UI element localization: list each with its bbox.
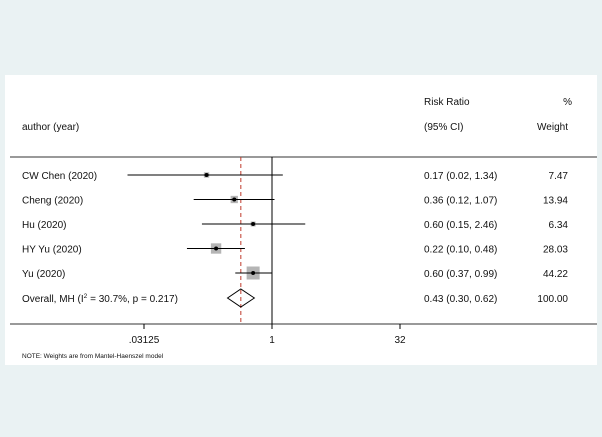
study-ci: 0.22 (0.10, 0.48): [424, 245, 497, 256]
header-weight-top: %: [563, 97, 572, 108]
study-label: CW Chen (2020): [22, 171, 97, 182]
study-label: Cheng (2020): [22, 196, 83, 207]
footnote: NOTE: Weights are from Mantel-Haenszel m…: [22, 353, 164, 360]
study-weight: 44.22: [543, 269, 568, 280]
point-estimate: [214, 246, 219, 251]
x-tick-label: 1: [269, 335, 275, 346]
study-label: Yu (2020): [22, 269, 65, 280]
point-estimate: [251, 271, 256, 275]
overall-label-suffix: = 30.7%, p = 0.217): [87, 294, 178, 305]
overall-weight: 100.00: [537, 294, 568, 305]
study-ci: 0.17 (0.02, 1.34): [424, 171, 497, 182]
overall-label-prefix: Overall, MH (I: [22, 294, 84, 305]
study-ci: 0.60 (0.37, 0.99): [424, 269, 497, 280]
study-weight: 13.94: [543, 196, 568, 207]
x-tick-label: .03125: [129, 335, 160, 346]
study-ci: 0.60 (0.15, 2.46): [424, 220, 497, 231]
point-estimate: [232, 197, 237, 202]
study-weight: 28.03: [543, 245, 568, 256]
overall-ci: 0.43 (0.30, 0.62): [424, 294, 497, 305]
point-estimate: [204, 173, 209, 177]
study-weight: 6.34: [549, 220, 569, 231]
overall-diamond: [226, 288, 256, 308]
study-ci: 0.36 (0.12, 1.07): [424, 196, 497, 207]
header-author: author (year): [22, 122, 79, 133]
study-weight: 7.47: [549, 171, 569, 182]
study-label: Hu (2020): [22, 220, 66, 231]
plot-panel: [5, 75, 597, 365]
overall-label-sup: 2: [84, 293, 88, 300]
x-tick-label: 32: [394, 335, 406, 346]
study-label: HY Yu (2020): [22, 245, 82, 256]
header-effect-bottom: (95% CI): [424, 122, 463, 133]
header-weight-bottom: Weight: [537, 122, 568, 133]
point-estimate: [251, 222, 256, 226]
overall-label: Overall, MH (I2 = 30.7%, p = 0.217): [22, 293, 178, 305]
header-effect-top: Risk Ratio: [424, 97, 470, 108]
